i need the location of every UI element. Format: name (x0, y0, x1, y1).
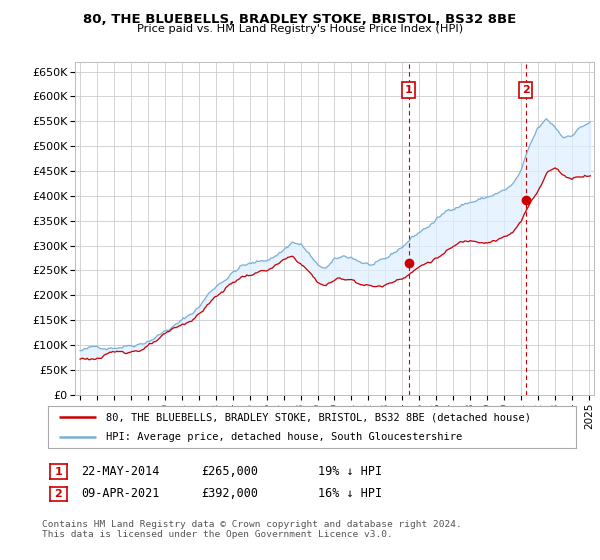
Text: £392,000: £392,000 (201, 487, 258, 501)
Text: Contains HM Land Registry data © Crown copyright and database right 2024.
This d: Contains HM Land Registry data © Crown c… (42, 520, 462, 539)
Text: 22-MAY-2014: 22-MAY-2014 (81, 465, 160, 478)
Text: Price paid vs. HM Land Registry's House Price Index (HPI): Price paid vs. HM Land Registry's House … (137, 24, 463, 34)
Text: 16% ↓ HPI: 16% ↓ HPI (318, 487, 382, 501)
Text: 80, THE BLUEBELLS, BRADLEY STOKE, BRISTOL, BS32 8BE: 80, THE BLUEBELLS, BRADLEY STOKE, BRISTO… (83, 13, 517, 26)
Text: 19% ↓ HPI: 19% ↓ HPI (318, 465, 382, 478)
Text: 1: 1 (55, 466, 62, 477)
Text: 2: 2 (522, 85, 530, 95)
Text: HPI: Average price, detached house, South Gloucestershire: HPI: Average price, detached house, Sout… (106, 432, 463, 442)
Text: 80, THE BLUEBELLS, BRADLEY STOKE, BRISTOL, BS32 8BE (detached house): 80, THE BLUEBELLS, BRADLEY STOKE, BRISTO… (106, 412, 531, 422)
Text: 1: 1 (405, 85, 413, 95)
Text: 09-APR-2021: 09-APR-2021 (81, 487, 160, 501)
Text: 2: 2 (55, 489, 62, 499)
Text: £265,000: £265,000 (201, 465, 258, 478)
